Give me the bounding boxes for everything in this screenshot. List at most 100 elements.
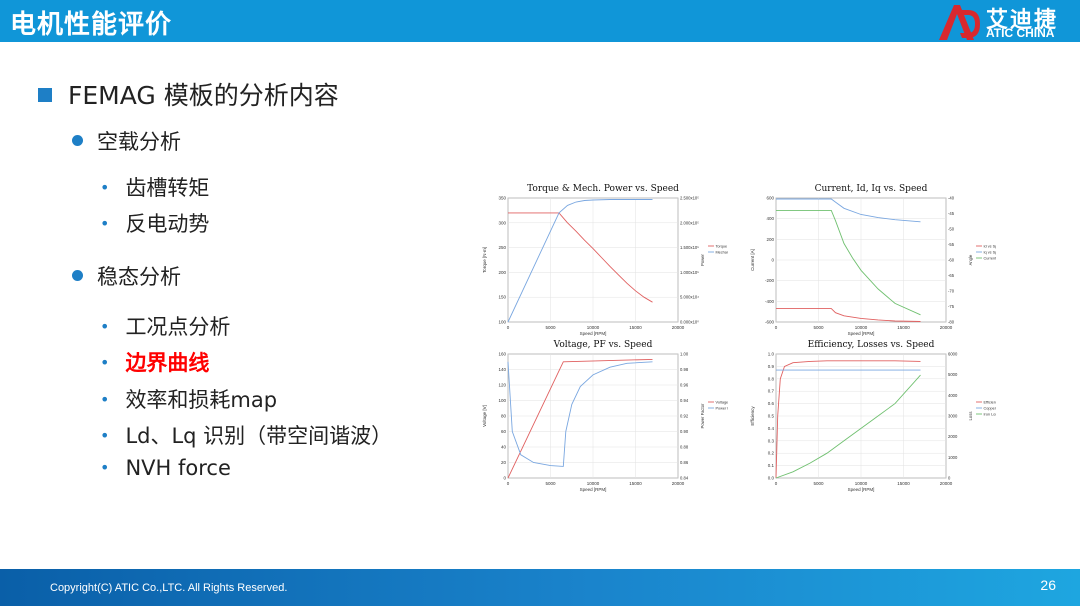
y2-axis-label: Loss: [968, 412, 973, 421]
list-item-text: 效率和损耗map: [125, 388, 278, 412]
y-tick-label: 0.3: [768, 438, 775, 443]
x-tick-label: 10000: [587, 325, 600, 330]
y-tick-label: 0: [771, 258, 774, 263]
chart-plot: 0 5000 10000 15000 200000.00.10.20.30.40.50.…: [750, 352, 997, 493]
logo-english: ATIC CHINA: [986, 26, 1055, 40]
legend-entry: Voltage vs Speed: [716, 401, 729, 405]
y2-tick-label: 0.88: [680, 445, 689, 450]
x-axis-label: Speed [RPM]: [848, 487, 875, 492]
chart-current: Current, Id, Iq vs. Speed 0 5000 10000 1500…: [746, 184, 996, 338]
y-tick-label: 1.0: [768, 352, 775, 357]
list-item: • 工况点分析: [100, 311, 230, 341]
y-tick-label: 250: [498, 245, 506, 250]
small-bullet-icon: •: [100, 426, 110, 445]
x-tick-label: 5000: [813, 325, 824, 330]
y2-tick-label: 4000: [948, 393, 958, 398]
series-line: [776, 209, 921, 316]
y2-tick-label: 0: [948, 476, 951, 481]
y2-tick-label: 2.500x10⁵: [680, 196, 699, 201]
x-axis-label: Speed [RPM]: [580, 487, 607, 492]
list-item-text: 反电动势: [125, 212, 210, 236]
chart-voltage-pf: Voltage, PF vs. Speed 0 5000 10000 15000 200…: [478, 340, 728, 494]
x-tick-label: 0: [507, 481, 510, 486]
legend-entry: Power Factor vs Speed: [716, 407, 729, 411]
x-tick-label: 0: [507, 325, 510, 330]
chart-efficiency-losses: Efficiency, Losses vs. Speed 0 5000 10000 1…: [746, 340, 996, 494]
series-line: [775, 360, 921, 479]
atic-logo: 艾迪捷 ATIC CHINA: [936, 2, 1076, 42]
y-tick-label: 0.5: [768, 414, 775, 419]
y-tick-label: 0.2: [768, 451, 775, 456]
page-number: 26: [1040, 577, 1056, 593]
legend-entry: Efficiency vs Speed: [984, 401, 997, 405]
section-label: 空载分析: [97, 130, 181, 154]
chart-torque-power: Torque & Mech. Power vs. Speed 0 5000 1000…: [478, 184, 728, 338]
circle-bullet-icon: [72, 135, 83, 146]
list-item: • 效率和损耗map: [100, 384, 277, 414]
y-tick-label: 160: [498, 352, 506, 357]
x-tick-label: 15000: [897, 481, 910, 486]
small-bullet-icon: •: [100, 353, 110, 372]
y2-tick-label: 0.000x10⁰: [680, 320, 699, 325]
y2-tick-label: 5000: [948, 372, 958, 377]
y-axis-label: Voltage [V]: [482, 405, 487, 427]
list-item-highlighted: • 边界曲线: [100, 347, 209, 377]
list-item-text: NVH force: [125, 456, 231, 480]
y2-tick-label: -50: [948, 227, 955, 232]
y2-tick-label: -70: [948, 289, 955, 294]
y2-tick-label: 3000: [948, 414, 958, 419]
y2-tick-label: 0.94: [680, 398, 689, 403]
list-item-text: 边界曲线: [125, 351, 210, 375]
list-item: • Ld、Lq 识别（带空间谐波）: [100, 420, 392, 450]
series-line: [507, 358, 653, 479]
y2-tick-label: 0.98: [680, 367, 689, 372]
x-tick-label: 5000: [545, 481, 556, 486]
y-tick-label: 350: [498, 196, 506, 201]
y-tick-label: 20: [501, 460, 507, 465]
small-bullet-icon: •: [100, 458, 110, 477]
y-axis-label: Efficiency: [750, 406, 755, 426]
y2-tick-label: -45: [948, 211, 955, 216]
chart-plot: 0 5000 10000 15000 20000 0 20 40 60 80 100 120 140 16…: [482, 352, 729, 493]
legend-entry: Torque vs Speed: [716, 245, 729, 249]
y-tick-label: 0: [503, 476, 506, 481]
chart-plot: 0 5000 10000 15000 20000 100 150 200 250 300 350 0.…: [482, 196, 729, 337]
x-tick-label: 0: [775, 325, 778, 330]
chart-title: Voltage, PF vs. Speed: [553, 340, 653, 350]
square-bullet-icon: [38, 88, 52, 102]
y2-tick-label: -80: [948, 320, 955, 325]
y-tick-label: 0.0: [768, 476, 775, 481]
y-axis-label: Torque [N·m]: [482, 247, 487, 273]
y-tick-label: -200: [765, 278, 775, 283]
y-tick-label: -600: [765, 320, 775, 325]
y-tick-label: -400: [765, 299, 775, 304]
y2-tick-label: -60: [948, 258, 955, 263]
y-tick-label: 0.8: [768, 376, 775, 381]
list-item: • NVH force: [100, 456, 231, 480]
copyright-text: Copyright(C) ATIC Co.,LTC. All Rights Re…: [50, 582, 288, 594]
small-bullet-icon: •: [100, 214, 110, 233]
list-item-text: Ld、Lq 识别（带空间谐波）: [125, 424, 393, 448]
logo-chinese: 艾迪捷: [986, 8, 1059, 33]
y2-tick-label: -55: [948, 242, 955, 247]
x-tick-label: 10000: [855, 325, 868, 330]
x-tick-label: 20000: [940, 325, 953, 330]
y2-tick-label: 0.84: [680, 476, 689, 481]
y-tick-label: 200: [498, 270, 506, 275]
y-tick-label: 140: [498, 367, 506, 372]
x-tick-label: 15000: [629, 325, 642, 330]
y-tick-label: 300: [498, 220, 506, 225]
y-tick-label: 60: [501, 429, 507, 434]
y2-axis-label: Power: [700, 253, 705, 265]
x-axis-label: Speed [RPM]: [580, 331, 607, 336]
x-tick-label: 20000: [940, 481, 953, 486]
x-tick-label: 5000: [813, 481, 824, 486]
y-tick-label: 400: [766, 216, 774, 221]
y2-tick-label: 2000: [948, 434, 958, 439]
y2-tick-label: 2.000x10⁵: [680, 220, 699, 225]
main-heading-text: FEMAG 模板的分析内容: [68, 81, 339, 110]
legend-entry: Iq vs Speed: [984, 251, 997, 255]
list-item: • 反电动势: [100, 208, 209, 238]
y-tick-label: 0.6: [768, 401, 775, 406]
y2-tick-label: 1.00: [680, 352, 689, 357]
